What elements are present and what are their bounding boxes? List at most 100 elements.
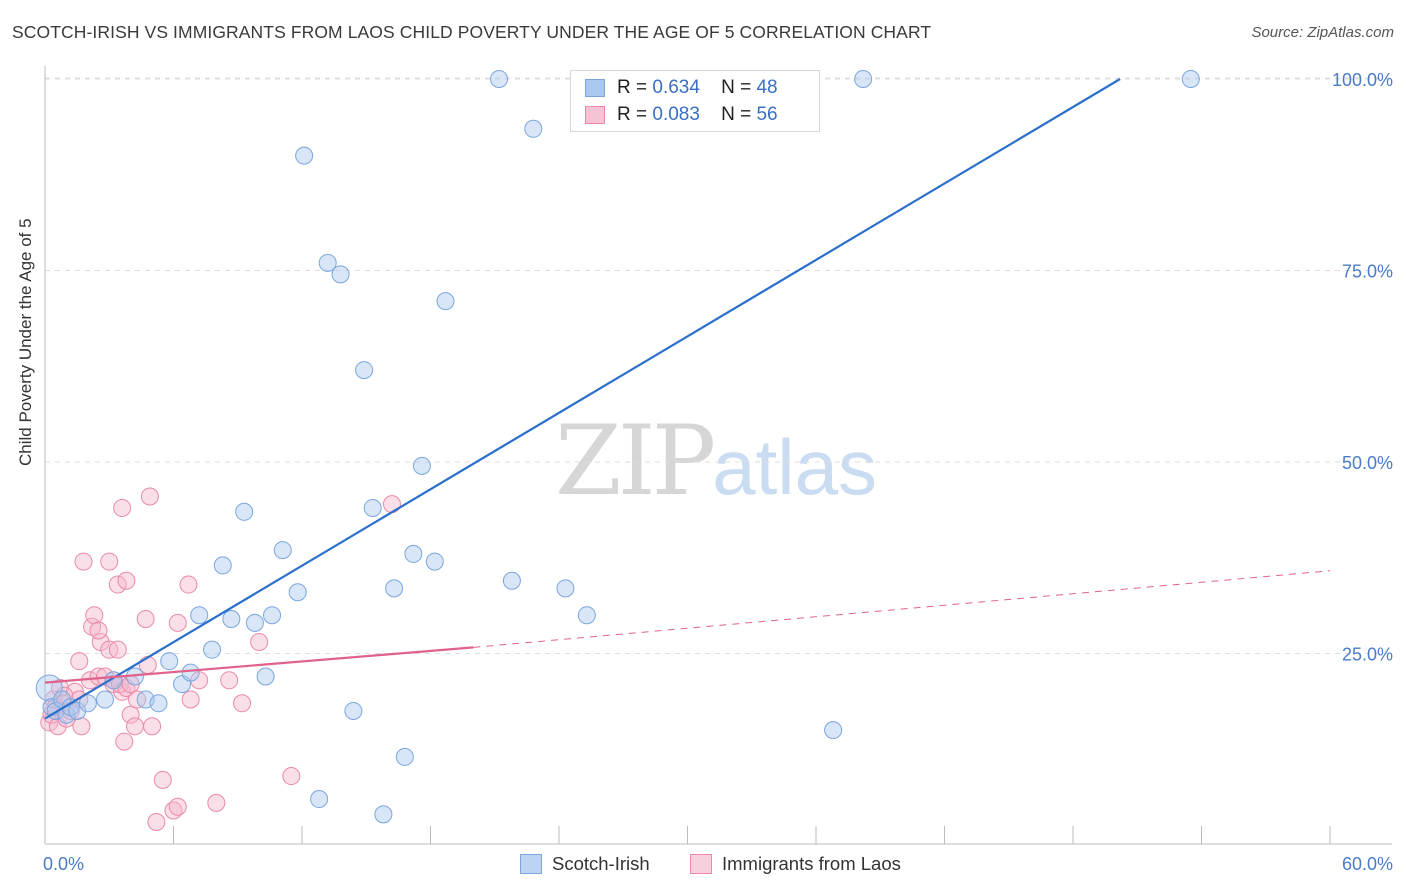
- data-point-scotch-irish: [235, 502, 254, 521]
- x-tick-label: 60.0%: [1342, 854, 1393, 874]
- source-credit: Source: ZipAtlas.com: [1251, 24, 1394, 41]
- data-point-scotch-irish: [203, 640, 222, 659]
- data-point-scotch-irish: [395, 747, 414, 766]
- data-point-scotch-irish: [213, 556, 232, 575]
- data-point-scotch-irish: [310, 790, 329, 809]
- legend-n-label: N =: [721, 104, 752, 125]
- data-point-scotch-irish: [524, 119, 543, 138]
- trend-lines: [44, 78, 1331, 720]
- data-point-scotch-irish: [245, 613, 264, 632]
- legend-item-scotch-irish: Scotch-Irish: [520, 852, 650, 876]
- y-axis-label: Child Poverty Under the Age of 5: [16, 218, 35, 466]
- data-point-immigrants-from-laos: [108, 575, 127, 594]
- axes: [44, 66, 1392, 845]
- trend-line-immigrants-from-laos: [473, 570, 1331, 648]
- legend-n-label: N =: [721, 77, 752, 98]
- legend-row-immigrants-from-laos: R = 0.083 N = 56: [585, 104, 778, 126]
- data-point-scotch-irish: [78, 694, 97, 713]
- data-point-immigrants-from-laos: [220, 671, 239, 690]
- data-point-scotch-irish: [331, 265, 350, 284]
- watermark-atlas: atlas: [712, 423, 877, 511]
- y-tick-label: 25.0%: [1342, 645, 1393, 665]
- data-point-scotch-irish: [374, 805, 393, 824]
- data-point-scotch-irish: [425, 552, 444, 571]
- data-point-immigrants-from-laos: [136, 610, 155, 629]
- data-point-scotch-irish: [412, 456, 431, 475]
- data-point-immigrants-from-laos: [168, 797, 187, 816]
- data-point-immigrants-from-laos: [113, 498, 132, 517]
- data-point-scotch-irish: [288, 583, 307, 602]
- tick-labels: 25.0% 50.0% 75.0% 100.0% 0.0% 60.0%: [43, 70, 1393, 874]
- data-point-scotch-irish: [256, 667, 275, 686]
- data-point-immigrants-from-laos: [207, 793, 226, 812]
- data-point-immigrants-from-laos: [121, 705, 140, 724]
- data-point-immigrants-from-laos: [89, 621, 108, 640]
- data-point-scotch-irish: [181, 663, 200, 682]
- data-point-scotch-irish: [95, 690, 114, 709]
- legend-row-scotch-irish: R = 0.634 N = 48: [585, 77, 778, 99]
- watermark: ZIPatlas: [555, 405, 877, 517]
- data-point-immigrants-from-laos: [72, 717, 91, 736]
- y-tick-label: 50.0%: [1342, 453, 1393, 473]
- data-point-scotch-irish: [344, 701, 363, 720]
- data-point-immigrants-from-laos: [282, 767, 301, 786]
- legend-swatch-pink: [690, 854, 712, 874]
- data-point-immigrants-from-laos: [153, 770, 172, 789]
- data-point-scotch-irish: [490, 70, 509, 88]
- data-point-immigrants-from-laos: [70, 652, 89, 671]
- y-tick-label: 100.0%: [1332, 70, 1393, 90]
- data-point-immigrants-from-laos: [117, 571, 136, 590]
- data-point-immigrants-from-laos: [181, 690, 200, 709]
- data-point-immigrants-from-laos: [179, 575, 198, 594]
- data-point-scotch-irish: [363, 498, 382, 517]
- data-point-scotch-irish: [404, 544, 423, 563]
- legend-swatch-blue: [520, 854, 542, 874]
- legend-item-immigrants-from-laos: Immigrants from Laos: [690, 852, 901, 876]
- trend-line-immigrants-from-laos: [44, 646, 474, 684]
- data-point-scotch-irish: [355, 361, 374, 380]
- trend-line-scotch-irish: [44, 78, 1121, 720]
- grid-lines: [45, 77, 1392, 654]
- legend-swatch-blue: [585, 79, 605, 97]
- chart-title: SCOTCH-IRISH VS IMMIGRANTS FROM LAOS CHI…: [12, 22, 932, 42]
- data-point-scotch-irish: [436, 292, 455, 311]
- data-point-immigrants-from-laos: [233, 694, 252, 713]
- data-point-immigrants-from-laos: [168, 613, 187, 632]
- data-point-scotch-irish: [318, 253, 337, 272]
- data-point-immigrants-from-laos: [140, 487, 159, 506]
- legend-swatch-pink: [585, 106, 605, 124]
- data-point-scotch-irish: [222, 610, 241, 629]
- data-point-scotch-irish: [502, 571, 521, 590]
- legend-label-scotch-irish: Scotch-Irish: [552, 853, 650, 874]
- data-point-scotch-irish: [149, 694, 168, 713]
- data-point-scotch-irish: [68, 701, 87, 720]
- legend-r-value: 0.634: [652, 77, 700, 98]
- legend-r-label: R =: [617, 77, 648, 98]
- legend-r-value: 0.083: [652, 104, 700, 125]
- data-point-scotch-irish: [854, 70, 873, 88]
- data-point-immigrants-from-laos: [147, 813, 166, 832]
- data-point-immigrants-from-laos: [125, 717, 144, 736]
- data-point-scotch-irish: [190, 606, 209, 625]
- y-tick-label: 75.0%: [1342, 262, 1393, 282]
- data-point-scotch-irish: [577, 606, 596, 625]
- x-tick-label: 0.0%: [43, 854, 84, 874]
- data-point-immigrants-from-laos: [143, 717, 162, 736]
- data-point-immigrants-from-laos: [74, 552, 93, 571]
- legend-n-value: 48: [756, 77, 778, 98]
- data-point-scotch-irish: [263, 606, 282, 625]
- data-point-scotch-irish: [273, 541, 292, 560]
- data-point-scotch-irish: [385, 579, 404, 598]
- watermark-zip: ZIP: [555, 405, 716, 517]
- data-point-immigrants-from-laos: [85, 606, 104, 625]
- data-point-scotch-irish: [824, 721, 843, 740]
- data-point-immigrants-from-laos: [115, 732, 134, 751]
- legend-n-value: 56: [756, 104, 778, 125]
- data-point-immigrants-from-laos: [382, 495, 401, 514]
- data-point-immigrants-from-laos: [250, 633, 269, 652]
- data-point-immigrants-from-laos: [100, 552, 119, 571]
- legend-label-immigrants-from-laos: Immigrants from Laos: [722, 853, 901, 874]
- data-point-immigrants-from-laos: [108, 640, 127, 659]
- data-point-scotch-irish: [556, 579, 575, 598]
